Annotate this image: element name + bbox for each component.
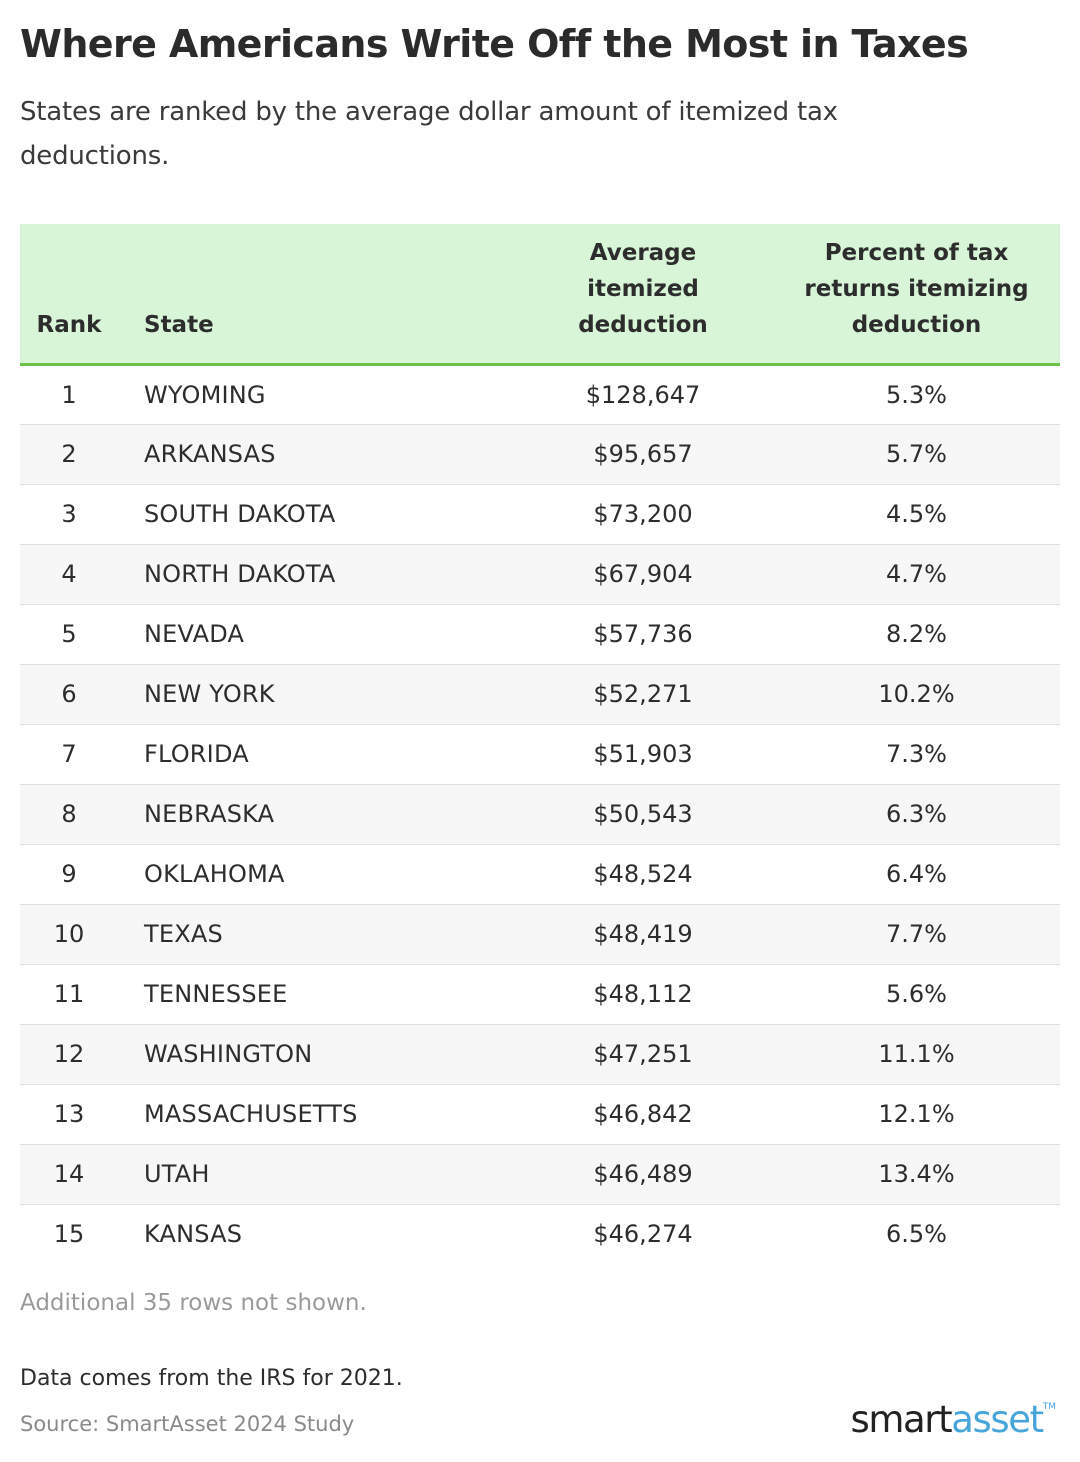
average-deduction-cell: $48,524 xyxy=(513,844,773,905)
table-row: 13 MASSACHUSETTS $46,842 12.1% xyxy=(20,1084,1060,1145)
rank-cell: 3 xyxy=(20,484,118,545)
table-row: 10 TEXAS $48,419 7.7% xyxy=(20,904,1060,965)
logo-asset-text: asset xyxy=(951,1398,1044,1441)
chart-title: Where Americans Write Off the Most in Ta… xyxy=(20,22,969,66)
rank-cell: 14 xyxy=(20,1144,118,1205)
rank-cell: 12 xyxy=(20,1024,118,1085)
percent-itemizing-cell: 7.3% xyxy=(773,724,1060,785)
average-deduction-cell: $73,200 xyxy=(513,484,773,545)
state-cell: FLORIDA xyxy=(118,724,513,785)
table-row: 14 UTAH $46,489 13.4% xyxy=(20,1144,1060,1205)
average-deduction-cell: $50,543 xyxy=(513,784,773,845)
state-cell: KANSAS xyxy=(144,1220,243,1249)
percent-itemizing-cell: 5.7% xyxy=(773,424,1060,485)
state-cell: OKLAHOMA xyxy=(118,844,513,905)
table-row: 12 WASHINGTON $47,251 11.1% xyxy=(20,1024,1060,1085)
table-row: 5 NEVADA $57,736 8.2% xyxy=(20,604,1060,665)
average-deduction-cell: $48,112 xyxy=(513,964,773,1025)
average-deduction-cell: $46,489 xyxy=(513,1144,773,1205)
rank-cell: 15 xyxy=(53,1220,85,1249)
state-cell: SOUTH DAKOTA xyxy=(118,484,513,545)
average-deduction-cell: $48,419 xyxy=(513,904,773,965)
percent-itemizing-cell: 6.5% xyxy=(886,1220,947,1249)
percent-itemizing-cell: 11.1% xyxy=(773,1024,1060,1085)
average-deduction-cell: $128,647 xyxy=(513,364,773,425)
average-deduction-cell: $67,904 xyxy=(513,544,773,605)
average-deduction-cell: $52,271 xyxy=(513,664,773,725)
rank-cell: 2 xyxy=(20,424,118,485)
state-cell: ARKANSAS xyxy=(118,424,513,485)
rank-cell: 9 xyxy=(20,844,118,905)
percent-itemizing-cell: 7.7% xyxy=(773,904,1060,965)
state-cell: WASHINGTON xyxy=(118,1024,513,1085)
percent-itemizing-cell: 6.4% xyxy=(773,844,1060,905)
rank-cell: 8 xyxy=(20,784,118,845)
table-row: 7 FLORIDA $51,903 7.3% xyxy=(20,724,1060,785)
rank-cell: 10 xyxy=(20,904,118,965)
rank-cell: 6 xyxy=(20,664,118,725)
percent-itemizing-cell: 8.2% xyxy=(773,604,1060,665)
source-line: Source: SmartAsset 2024 Study xyxy=(20,1412,355,1436)
percent-itemizing-cell: 12.1% xyxy=(773,1084,1060,1145)
state-cell: WYOMING xyxy=(118,364,513,425)
table-row: 15 KANSAS $46,274 6.5% xyxy=(20,1204,1060,1264)
percent-itemizing-cell: 5.3% xyxy=(773,364,1060,425)
table-row: 1 WYOMING $128,647 5.3% xyxy=(20,364,1060,425)
rank-cell: 1 xyxy=(20,364,118,425)
table-body: 1 WYOMING $128,647 5.3% 2 ARKANSAS $95,657 5.7%… xyxy=(20,364,1060,1264)
logo-smart-text: smart xyxy=(850,1398,953,1441)
rank-cell: 7 xyxy=(20,724,118,785)
smartasset-logo: smartassetTM xyxy=(851,1398,1056,1441)
table-row: 11 TENNESSEE $48,112 5.6% xyxy=(20,964,1060,1025)
state-cell: NORTH DAKOTA xyxy=(118,544,513,605)
rank-cell: 4 xyxy=(20,544,118,605)
column-header-rank: Rank xyxy=(20,224,118,366)
column-header-average-deduction: Average itemized deduction xyxy=(513,224,773,366)
state-cell: NEW YORK xyxy=(118,664,513,725)
data-table: Rank State Average itemized deduction Pe… xyxy=(20,224,1060,1264)
percent-itemizing-cell: 4.7% xyxy=(773,544,1060,605)
table-row: 2 ARKANSAS $95,657 5.7% xyxy=(20,424,1060,485)
state-cell: TENNESSEE xyxy=(118,964,513,1025)
average-deduction-cell: $51,903 xyxy=(513,724,773,785)
average-deduction-cell: $47,251 xyxy=(513,1024,773,1085)
table-row: 8 NEBRASKA $50,543 6.3% xyxy=(20,784,1060,845)
column-header-percent-itemizing: Percent of tax returns itemizing deducti… xyxy=(773,224,1060,366)
percent-itemizing-cell: 4.5% xyxy=(773,484,1060,545)
rank-cell: 11 xyxy=(20,964,118,1025)
average-deduction-cell: $95,657 xyxy=(513,424,773,485)
column-header-average-deduction-label: Average itemized deduction xyxy=(578,239,708,338)
state-cell: NEVADA xyxy=(118,604,513,665)
column-header-state: State xyxy=(118,224,513,366)
state-cell: NEBRASKA xyxy=(118,784,513,845)
table-header-row: Rank State Average itemized deduction Pe… xyxy=(20,224,1060,366)
state-cell: UTAH xyxy=(118,1144,513,1205)
table-row: 6 NEW YORK $52,271 10.2% xyxy=(20,664,1060,725)
average-deduction-cell: $46,274 xyxy=(593,1220,693,1249)
state-cell: MASSACHUSETTS xyxy=(118,1084,513,1145)
percent-itemizing-cell: 5.6% xyxy=(773,964,1060,1025)
average-deduction-cell: $46,842 xyxy=(513,1084,773,1145)
rank-cell: 5 xyxy=(20,604,118,665)
logo-trademark: TM xyxy=(1042,1402,1056,1412)
average-deduction-cell: $57,736 xyxy=(513,604,773,665)
percent-itemizing-cell: 6.3% xyxy=(773,784,1060,845)
rank-cell: 13 xyxy=(20,1084,118,1145)
column-header-percent-itemizing-label: Percent of tax returns itemizing deducti… xyxy=(804,239,1029,338)
table-row: 9 OKLAHOMA $48,524 6.4% xyxy=(20,844,1060,905)
percent-itemizing-cell: 13.4% xyxy=(773,1144,1060,1205)
table-row: 3 SOUTH DAKOTA $73,200 4.5% xyxy=(20,484,1060,545)
data-note: Data comes from the IRS for 2021. xyxy=(20,1366,403,1391)
table-row: 4 NORTH DAKOTA $67,904 4.7% xyxy=(20,544,1060,605)
additional-rows-note: Additional 35 rows not shown. xyxy=(20,1290,367,1316)
state-cell: TEXAS xyxy=(118,904,513,965)
chart-subtitle: States are ranked by the average dollar … xyxy=(20,97,838,171)
percent-itemizing-cell: 10.2% xyxy=(773,664,1060,725)
